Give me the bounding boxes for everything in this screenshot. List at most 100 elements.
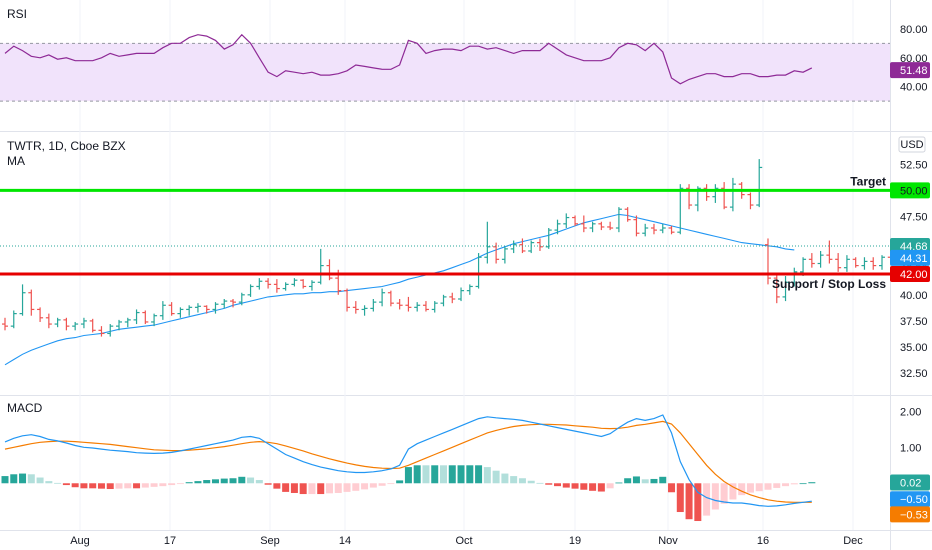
price-tick-0: 52.50: [900, 159, 928, 171]
macd-hist-bar: [325, 483, 333, 494]
ohlc-bar: [554, 219, 561, 235]
rsi-title: RSI: [7, 7, 27, 21]
ohlc-bar: [37, 307, 44, 322]
rsi-pane[interactable]: RSI 80.00 60.00 40.00 51.48: [0, 7, 930, 102]
macd-tag-0: 0.02: [890, 474, 930, 491]
macd-hist-bar: [720, 483, 728, 504]
macd-pane[interactable]: MACD 2.00 1.00 0.02 −0.50 −0.53: [1, 401, 931, 523]
ohlc-bar: [475, 253, 482, 289]
macd-hist-bar: [352, 483, 360, 491]
ma-price-tag: 44.31: [890, 249, 930, 266]
macd-hist-bar: [571, 483, 579, 489]
macd-hist-bar: [308, 483, 316, 495]
ohlc-bar: [668, 225, 675, 235]
time-label-5: 19: [569, 535, 581, 547]
ohlc-bar: [642, 223, 649, 237]
macd-tag-text-2: −0.53: [900, 509, 928, 521]
macd-hist-bar: [668, 483, 676, 493]
moving-average-line: [4, 213, 795, 366]
support-label: Support / Stop Loss: [772, 277, 886, 291]
rsi-tick-2: 40.00: [900, 82, 928, 94]
support-price-tag-text: 42.00: [900, 269, 928, 281]
ohlc-bar: [352, 301, 359, 314]
ohlc-bar: [221, 298, 228, 309]
rsi-y-axis[interactable]: 80.00 60.00 40.00: [900, 24, 928, 94]
ma-price-tag-text: 44.31: [900, 253, 928, 265]
ohlc-bar: [326, 259, 333, 281]
support-price-tag: 42.00: [890, 265, 930, 282]
price-tick-5: 40.00: [900, 290, 928, 302]
target-label: Target: [850, 174, 886, 188]
ohlc-bar: [870, 257, 877, 270]
macd-hist-bar: [694, 483, 702, 522]
horizontal-levels[interactable]: Target Support / Stop Loss: [0, 174, 890, 291]
target-price-tag-text: 50.00: [900, 185, 928, 197]
macd-hist-bar: [501, 473, 509, 484]
macd-hist-bar: [746, 483, 754, 493]
macd-hist-bar: [799, 483, 807, 485]
ohlc-bar: [712, 184, 719, 203]
rsi-tick-0: 80.00: [900, 24, 928, 36]
ohlc-bar: [344, 288, 351, 312]
target-line[interactable]: Target: [0, 174, 890, 192]
ohlc-bar: [273, 279, 280, 293]
ohlc-bar: [124, 317, 131, 328]
rsi-tick-1: 60.00: [900, 53, 928, 65]
macd-hist-bar: [413, 465, 421, 484]
macd-hist-bar: [729, 483, 737, 500]
ohlc-bar: [782, 276, 789, 302]
macd-hist-bar: [255, 480, 263, 484]
macd-hist-bar: [738, 483, 746, 496]
macd-hist-bar: [597, 483, 605, 492]
macd-hist-bar: [580, 483, 588, 490]
ohlc-bar: [89, 318, 96, 333]
ohlc-bar: [598, 221, 605, 231]
macd-hist-bar: [764, 483, 772, 490]
ohlc-bar: [466, 284, 473, 295]
ohlc-bar: [484, 221, 491, 264]
rsi-value-label: 51.48: [900, 65, 928, 77]
indicator-ma-label[interactable]: MA: [7, 154, 25, 168]
ohlc-bar: [607, 221, 614, 231]
ohlc-bar: [747, 192, 754, 210]
macd-hist-bar: [115, 483, 123, 489]
macd-axis-tags: 0.02 −0.50 −0.53: [890, 474, 930, 523]
time-label-6: Nov: [658, 535, 678, 547]
macd-hist-bar: [27, 474, 35, 484]
macd-hist-bar: [589, 483, 597, 491]
macd-hist-bar: [97, 483, 105, 489]
time-label-1: 17: [164, 535, 176, 547]
ohlc-bar: [291, 278, 298, 287]
support-line[interactable]: Support / Stop Loss: [0, 272, 890, 291]
ohlc-bar: [826, 240, 833, 264]
macd-hist-bar: [211, 479, 219, 484]
macd-hist-bar: [606, 483, 614, 489]
macd-y-axis[interactable]: 2.00 1.00: [900, 406, 921, 454]
ohlc-bar: [107, 324, 114, 337]
macd-hist-bar: [10, 474, 18, 484]
macd-hist-bar: [632, 476, 640, 484]
macd-hist-bar: [229, 478, 237, 484]
macd-tick-0: 2.00: [900, 406, 921, 418]
ohlc-bar: [265, 278, 272, 289]
ohlc-bar: [589, 221, 596, 233]
ohlc-bar: [431, 301, 438, 313]
symbol-title[interactable]: TWTR, 1D, Cboe BZX: [7, 139, 126, 153]
macd-histogram: [1, 465, 816, 522]
ohlc-bar: [729, 177, 736, 212]
macd-hist-bar: [168, 483, 176, 486]
macd-hist-bar: [624, 478, 632, 484]
ohlc-bars: [2, 159, 912, 337]
macd-title: MACD: [7, 401, 43, 415]
price-pane[interactable]: Target Support / Stop Loss TWTR, 1D, Cboe…: [0, 136, 930, 380]
ohlc-bar: [791, 267, 798, 287]
ohlc-bar: [256, 278, 263, 290]
macd-hist-bar: [369, 483, 377, 488]
macd-hist-bar: [317, 483, 325, 495]
time-axis[interactable]: Aug 17 Sep 14 Oct 19 Nov 16 Dec: [70, 535, 863, 547]
ohlc-bar: [186, 305, 193, 316]
ohlc-bar: [10, 310, 17, 329]
ohlc-bar: [624, 207, 631, 222]
